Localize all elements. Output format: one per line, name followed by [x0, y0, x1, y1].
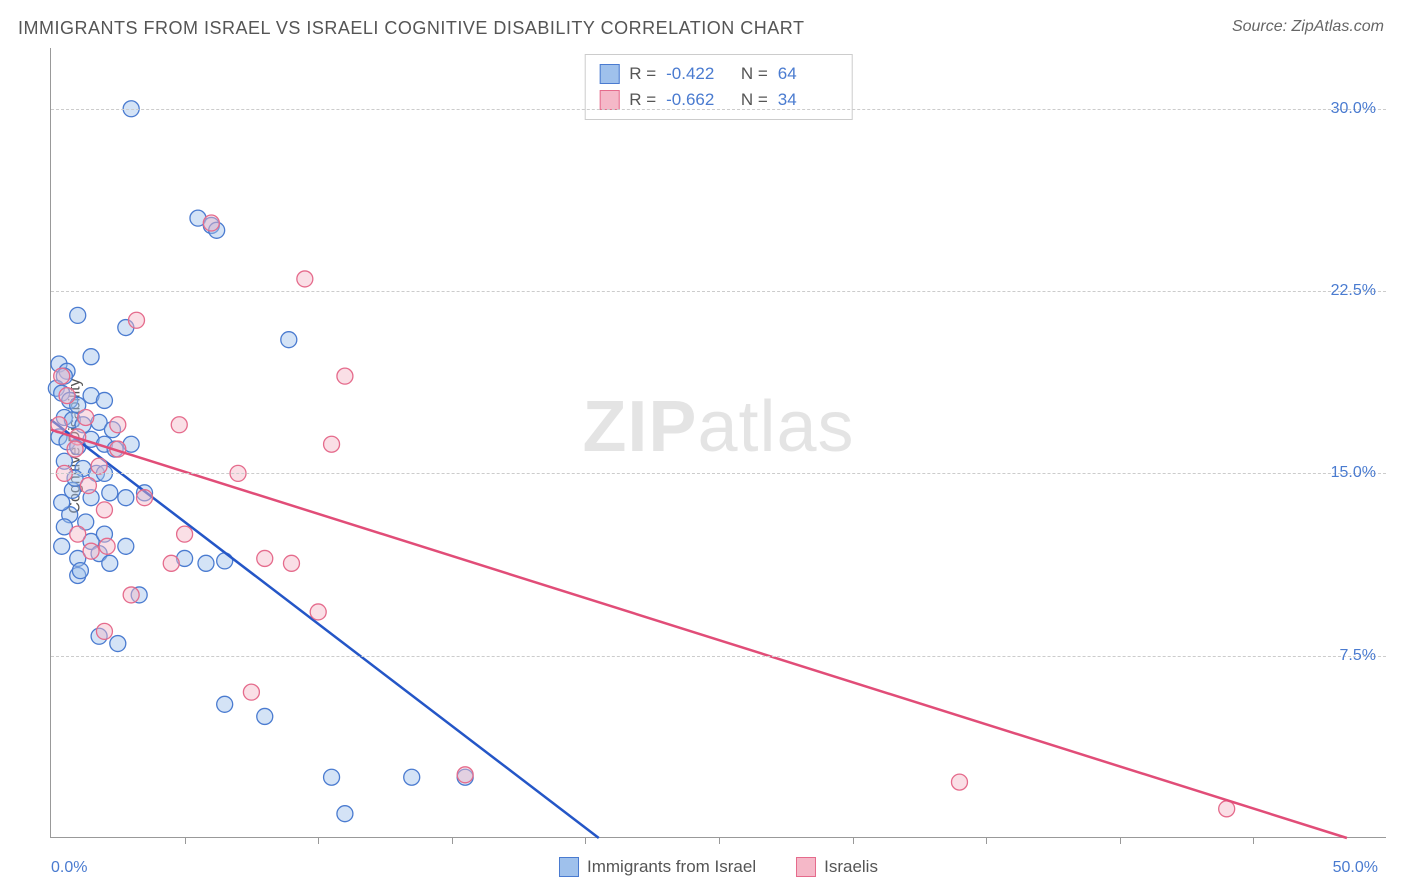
data-point-israelis [110, 417, 126, 433]
y-tick-label: 7.5% [1340, 647, 1376, 665]
data-point-israelis [283, 555, 299, 571]
x-tick [585, 837, 586, 844]
data-point-immigrants [110, 636, 126, 652]
x-tick [1120, 837, 1121, 844]
legend-label-israelis: Israelis [824, 857, 878, 877]
legend-stat-row-immigrants: R = -0.422 N = 64 [599, 61, 838, 87]
data-point-immigrants [257, 708, 273, 724]
x-tick [185, 837, 186, 844]
data-point-immigrants [324, 769, 340, 785]
x-tick [1253, 837, 1254, 844]
x-tick [452, 837, 453, 844]
legend-swatch-immigrants [599, 64, 619, 84]
legend-correlation: R = -0.422 N = 64R = -0.662 N = 34 [584, 54, 853, 120]
data-point-immigrants [96, 392, 112, 408]
data-point-israelis [80, 478, 96, 494]
legend-swatch-israelis [599, 90, 619, 110]
data-point-immigrants [72, 563, 88, 579]
data-point-israelis [59, 388, 75, 404]
data-point-israelis [96, 623, 112, 639]
data-point-israelis [96, 502, 112, 518]
data-point-immigrants [281, 332, 297, 348]
gridline [51, 109, 1386, 110]
data-point-israelis [951, 774, 967, 790]
plot-area: ZIPatlas R = -0.422 N = 64R = -0.662 N =… [50, 48, 1386, 838]
data-point-israelis [257, 550, 273, 566]
data-point-immigrants [70, 307, 86, 323]
data-point-israelis [137, 490, 153, 506]
data-point-immigrants [118, 490, 134, 506]
data-point-immigrants [404, 769, 420, 785]
y-tick-label: 30.0% [1331, 100, 1376, 118]
data-point-immigrants [102, 555, 118, 571]
data-point-israelis [337, 368, 353, 384]
data-point-israelis [324, 436, 340, 452]
data-point-israelis [123, 587, 139, 603]
source-attribution: Source: ZipAtlas.com [1232, 18, 1384, 36]
data-point-israelis [129, 312, 145, 328]
chart-svg [51, 48, 1386, 837]
n-value-immigrants: 64 [778, 61, 838, 87]
gridline [51, 291, 1386, 292]
x-tick [853, 837, 854, 844]
data-point-israelis [243, 684, 259, 700]
data-point-israelis [78, 409, 94, 425]
y-tick-label: 15.0% [1331, 464, 1376, 482]
data-point-israelis [297, 271, 313, 287]
source-prefix: Source: [1232, 18, 1292, 35]
data-point-israelis [67, 441, 83, 457]
legend-swatch-immigrants [559, 857, 579, 877]
n-label: N = [736, 61, 768, 87]
r-value-immigrants: -0.422 [666, 61, 726, 87]
data-point-immigrants [198, 555, 214, 571]
r-label: R = [629, 61, 656, 87]
data-point-immigrants [102, 485, 118, 501]
data-point-israelis [1219, 801, 1235, 817]
data-point-israelis [171, 417, 187, 433]
gridline [51, 656, 1386, 657]
x-tick [986, 837, 987, 844]
legend-item-immigrants: Immigrants from Israel [559, 857, 756, 877]
source-name: ZipAtlas.com [1292, 18, 1384, 35]
data-point-israelis [91, 458, 107, 474]
data-point-israelis [163, 555, 179, 571]
data-point-israelis [177, 526, 193, 542]
data-point-immigrants [337, 806, 353, 822]
data-point-israelis [70, 526, 86, 542]
chart-title: IMMIGRANTS FROM ISRAEL VS ISRAELI COGNIT… [18, 18, 804, 39]
data-point-israelis [203, 215, 219, 231]
data-point-immigrants [54, 495, 70, 511]
legend-swatch-israelis [796, 857, 816, 877]
data-point-immigrants [217, 696, 233, 712]
x-tick-label: 0.0% [51, 859, 87, 877]
x-tick [719, 837, 720, 844]
data-point-immigrants [118, 538, 134, 554]
data-point-israelis [310, 604, 326, 620]
data-point-israelis [83, 543, 99, 559]
legend-item-israelis: Israelis [796, 857, 878, 877]
x-tick [318, 837, 319, 844]
y-tick-label: 22.5% [1331, 282, 1376, 300]
data-point-israelis [99, 538, 115, 554]
legend-label-immigrants: Immigrants from Israel [587, 857, 756, 877]
legend-series: Immigrants from Israel Israelis [51, 857, 1386, 877]
regression-line-israelis [51, 430, 1347, 838]
x-tick-label: 50.0% [1333, 859, 1378, 877]
data-point-immigrants [54, 538, 70, 554]
data-point-immigrants [83, 349, 99, 365]
data-point-israelis [54, 368, 70, 384]
gridline [51, 473, 1386, 474]
data-point-israelis [457, 767, 473, 783]
